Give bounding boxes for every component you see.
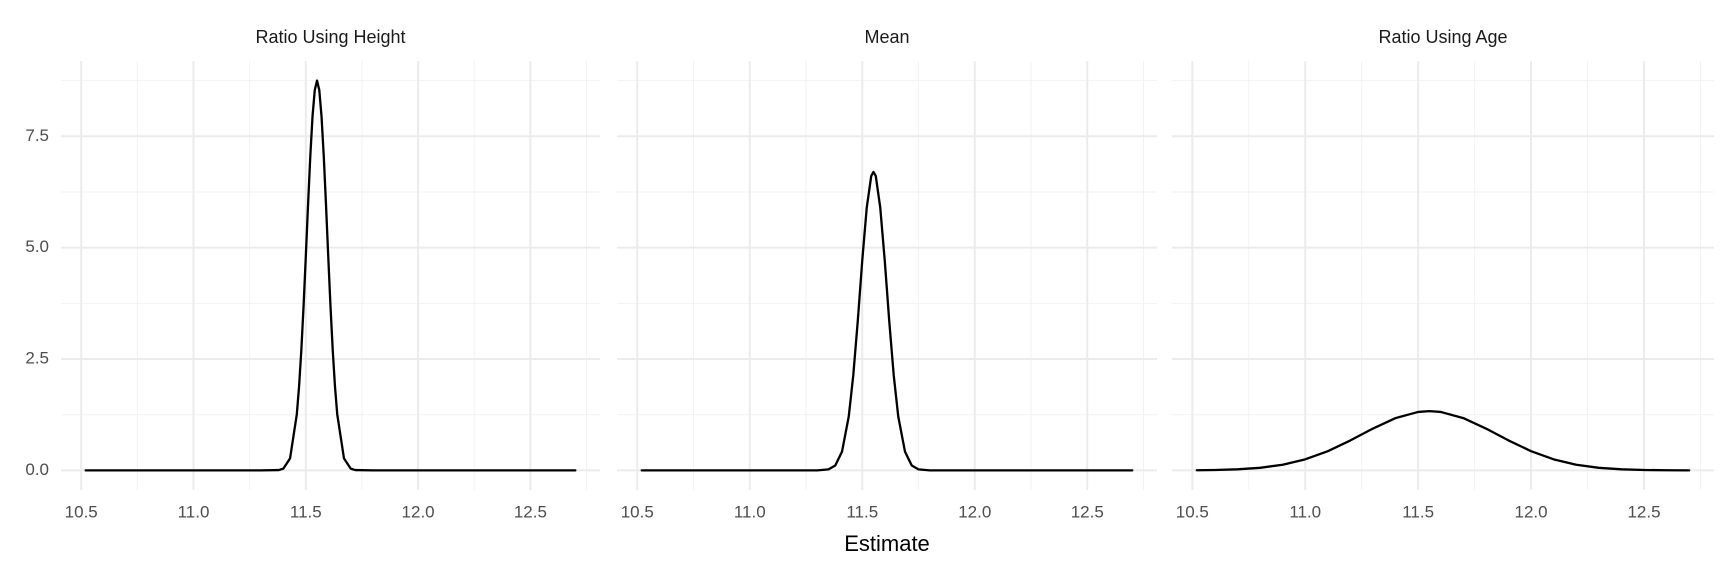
x-tick-label: 12.5 bbox=[1071, 502, 1104, 521]
panel-title: Ratio Using Height bbox=[255, 27, 405, 47]
panel-title: Mean bbox=[864, 27, 909, 47]
y-tick-label: 5.0 bbox=[25, 237, 49, 256]
x-tick-label: 12.0 bbox=[958, 502, 991, 521]
x-tick-label: 10.5 bbox=[65, 502, 98, 521]
x-tick-label: 11.0 bbox=[178, 502, 210, 521]
x-tick-label: 12.0 bbox=[1515, 502, 1548, 521]
x-tick-label: 11.5 bbox=[290, 502, 322, 521]
y-tick-label: 0.0 bbox=[25, 460, 49, 479]
x-tick-label: 12.5 bbox=[1627, 502, 1660, 521]
y-tick-label: 2.5 bbox=[25, 349, 49, 368]
x-tick-label: 12.0 bbox=[402, 502, 435, 521]
x-tick-label: 10.5 bbox=[621, 502, 654, 521]
panel-title: Ratio Using Age bbox=[1378, 27, 1507, 47]
x-tick-label: 11.0 bbox=[734, 502, 766, 521]
x-tick-label: 11.5 bbox=[1402, 502, 1434, 521]
density-line bbox=[1195, 409, 1691, 472]
x-tick-label: 10.5 bbox=[1176, 502, 1209, 521]
x-tick-label: 11.5 bbox=[846, 502, 878, 521]
density-line bbox=[84, 79, 577, 472]
density-line bbox=[640, 170, 1134, 472]
y-tick-label: 7.5 bbox=[25, 126, 49, 145]
x-tick-label: 11.0 bbox=[1289, 502, 1321, 521]
x-axis-label: Estimate bbox=[844, 531, 930, 556]
x-tick-label: 12.5 bbox=[514, 502, 547, 521]
